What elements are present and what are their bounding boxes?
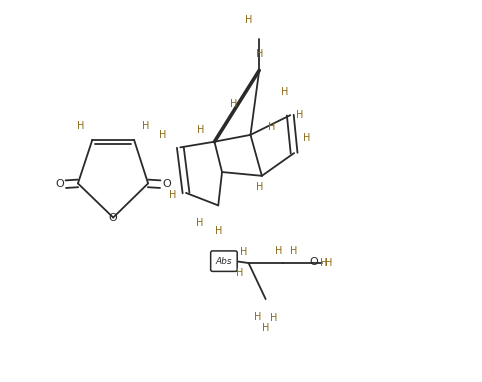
Text: H: H [256, 182, 264, 192]
Text: H: H [159, 130, 166, 140]
Text: H: H [296, 110, 304, 120]
Text: H: H [254, 312, 261, 322]
Text: H: H [198, 125, 205, 135]
Text: H: H [262, 322, 269, 332]
Text: H: H [320, 258, 327, 268]
Text: H: H [324, 258, 332, 268]
Text: Abs: Abs [215, 257, 232, 265]
Text: H: H [230, 99, 237, 109]
Text: H: H [142, 121, 149, 131]
Text: H: H [268, 121, 275, 131]
Text: H: H [214, 226, 222, 236]
Text: H: H [275, 246, 282, 256]
Text: H: H [281, 87, 288, 97]
FancyBboxPatch shape [211, 251, 237, 271]
Text: H: H [241, 248, 248, 257]
Text: O: O [55, 179, 64, 189]
Text: H: H [270, 313, 278, 323]
Text: O: O [109, 212, 118, 223]
Text: H: H [290, 246, 298, 256]
Text: H: H [77, 121, 85, 131]
Text: H: H [169, 190, 176, 200]
Text: H: H [256, 50, 264, 60]
Text: H: H [196, 218, 203, 228]
Text: H: H [245, 15, 252, 25]
Text: O: O [309, 257, 318, 267]
Text: H: H [236, 268, 243, 278]
Text: H: H [303, 133, 310, 143]
Text: O: O [162, 179, 171, 189]
